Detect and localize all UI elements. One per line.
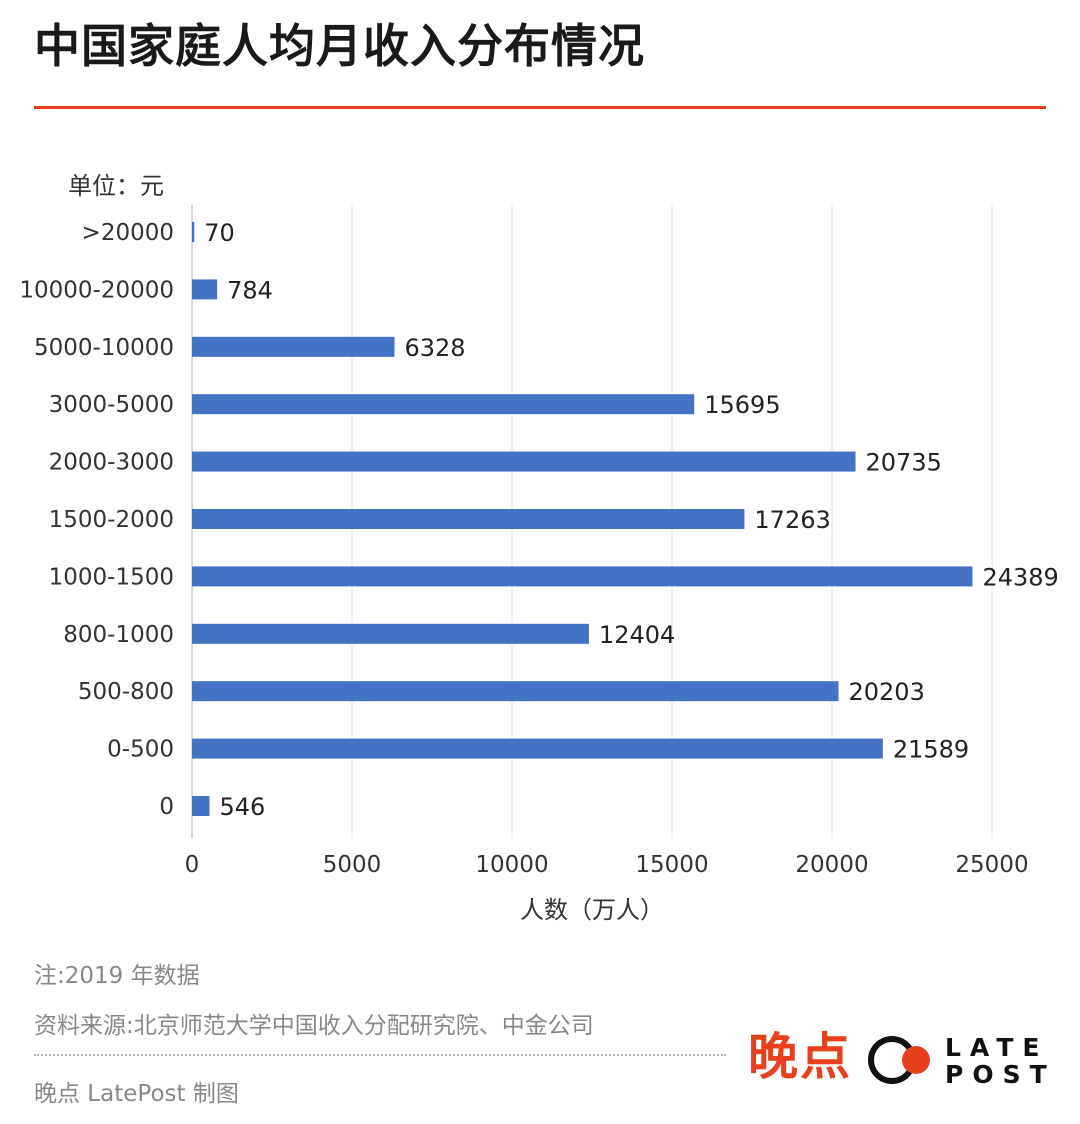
latepost-logo-en-top: LATE xyxy=(945,1033,1049,1062)
category-label: 5000-10000 xyxy=(34,335,174,361)
bar xyxy=(192,623,589,644)
value-label: 546 xyxy=(219,793,265,821)
category-label: 2000-3000 xyxy=(49,450,174,476)
bar xyxy=(192,796,210,816)
category-label: 10000-20000 xyxy=(19,277,174,303)
data-year-note: 注:2019 年数据 xyxy=(34,963,200,989)
x-tick-label: 5000 xyxy=(323,852,382,878)
bar xyxy=(192,738,883,759)
credit-note: 晚点 LatePost 制图 xyxy=(34,1081,239,1107)
category-label: 1500-2000 xyxy=(49,507,174,533)
title-underline xyxy=(34,106,1046,109)
value-label: 784 xyxy=(227,276,273,304)
x-tick-label: 10000 xyxy=(475,852,548,878)
bar xyxy=(192,394,695,415)
footer-divider xyxy=(34,1054,726,1056)
value-label: 17263 xyxy=(754,506,830,534)
value-label: 21589 xyxy=(893,736,969,764)
value-label: 12404 xyxy=(599,621,675,649)
value-label: 70 xyxy=(204,219,235,247)
latepost-logo-icon xyxy=(868,1036,930,1084)
x-tick-label: 15000 xyxy=(635,852,708,878)
category-label: >20000 xyxy=(82,220,174,246)
value-label: 20203 xyxy=(848,678,924,706)
latepost-logo-cn: 晚点 xyxy=(748,1028,852,1086)
category-label: 3000-5000 xyxy=(49,392,174,418)
x-tick-label: 25000 xyxy=(955,852,1028,878)
value-labels: 70 784 6328 15695 20735 17263 24389 12404 20203 2… xyxy=(204,219,1059,821)
bar xyxy=(192,451,856,472)
category-label: 0-500 xyxy=(107,737,174,763)
bar xyxy=(192,681,839,702)
value-label: 24389 xyxy=(982,563,1058,591)
value-label: 6328 xyxy=(404,334,465,362)
category-label: 0 xyxy=(159,794,174,820)
bar xyxy=(192,222,195,242)
value-label: 15695 xyxy=(704,391,780,419)
latepost-logo-en-bottom: POST xyxy=(945,1060,1056,1089)
unit-label: 单位：元 xyxy=(68,172,164,200)
bars xyxy=(192,222,973,816)
x-tick-label: 0 xyxy=(185,852,200,878)
bar xyxy=(192,509,745,529)
category-label: 1000-1500 xyxy=(49,564,174,590)
chart-title: 中国家庭人均月收入分布情况 xyxy=(34,19,645,73)
x-tick-label: 20000 xyxy=(795,852,868,878)
x-tick-labels: 0 5000 10000 15000 20000 25000 xyxy=(185,852,1029,878)
source-note: 资料来源:北京师范大学中国收入分配研究院、中金公司 xyxy=(34,1013,594,1039)
bar xyxy=(192,566,973,587)
x-axis-label: 人数（万人） xyxy=(520,896,664,924)
bar-chart: >20000 10000-20000 5000-10000 3000-5000 2000… xyxy=(19,172,1059,924)
value-label: 20735 xyxy=(866,449,942,477)
bar xyxy=(192,279,218,300)
category-label: 800-1000 xyxy=(63,622,174,648)
bar xyxy=(192,336,395,357)
category-label: 500-800 xyxy=(78,679,174,705)
category-labels: >20000 10000-20000 5000-10000 3000-5000 2000… xyxy=(19,220,174,820)
